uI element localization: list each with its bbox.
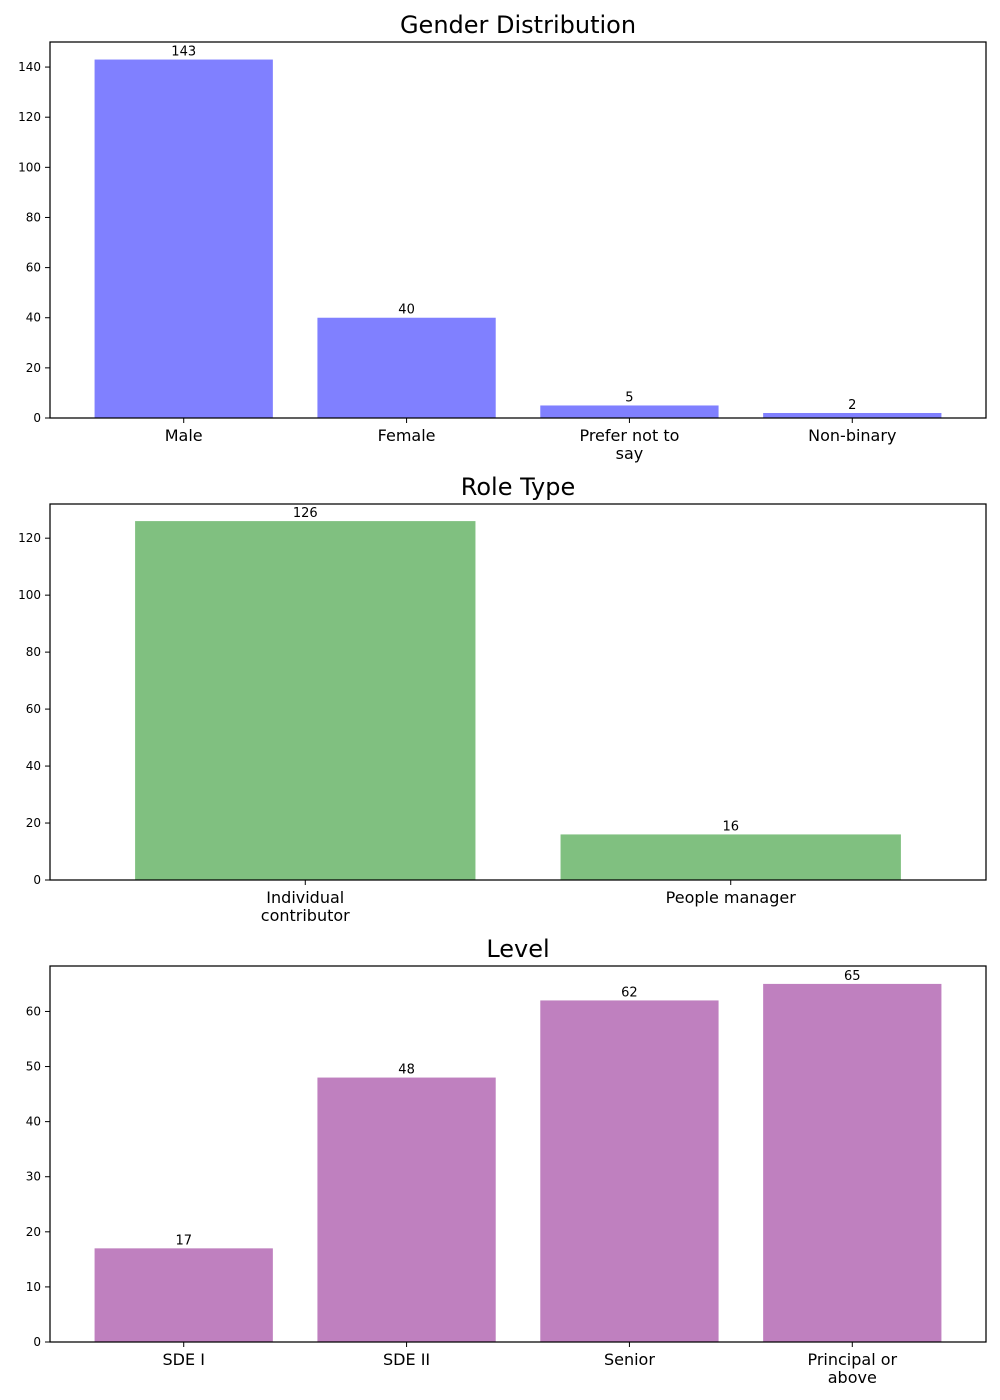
ytick-label: 0 <box>33 873 41 887</box>
ytick-label: 80 <box>26 645 41 659</box>
xtick-label: SDE I <box>163 1350 205 1369</box>
ytick-label: 20 <box>26 816 41 830</box>
xtick-label-line: Prefer not to <box>579 426 679 445</box>
ytick-label: 0 <box>33 1335 41 1349</box>
ytick-label: 60 <box>26 702 41 716</box>
ytick-label: 60 <box>26 1004 41 1018</box>
xtick-label-line: above <box>828 1368 877 1387</box>
xtick-label-line: Principal or <box>807 1350 897 1369</box>
ytick-label: 120 <box>18 531 41 545</box>
xtick-label: Senior <box>604 1350 655 1369</box>
ytick-label: 60 <box>26 261 41 275</box>
ytick-label: 0 <box>33 411 41 425</box>
ytick-label: 80 <box>26 210 41 224</box>
xtick-label-line: Individual <box>266 888 344 907</box>
bar-sde-ii <box>317 1077 496 1342</box>
ytick-label: 100 <box>18 588 41 602</box>
ytick-label: 30 <box>26 1170 41 1184</box>
xtick-label-line: Non-binary <box>808 426 896 445</box>
data-label: 17 <box>175 1233 192 1248</box>
data-label: 40 <box>398 303 415 318</box>
chart-title: Gender Distribution <box>400 11 636 39</box>
xtick-label-line: SDE I <box>163 1350 205 1369</box>
bar-sde-i <box>94 1248 273 1342</box>
ytick-label: 20 <box>26 1225 41 1239</box>
ytick-label: 40 <box>26 759 41 773</box>
xtick-label: Female <box>378 426 436 445</box>
ytick-label: 100 <box>18 160 41 174</box>
ytick-label: 140 <box>18 60 41 74</box>
bar-principal-or-above <box>763 983 942 1342</box>
bar-female <box>317 317 496 418</box>
xtick-label-line: People manager <box>666 888 797 907</box>
bar-male <box>94 59 273 419</box>
ytick-label: 50 <box>26 1060 41 1074</box>
ytick-label: 40 <box>26 1115 41 1129</box>
xtick-label: Male <box>165 426 203 445</box>
xtick-label: People manager <box>666 888 797 907</box>
axes-frame <box>49 41 987 419</box>
xtick-label-line: contributor <box>261 906 350 925</box>
xtick-label: Prefer not to say <box>579 426 679 463</box>
ytick-label: 20 <box>26 361 41 375</box>
bar-people-manager <box>560 834 901 880</box>
data-label: 2 <box>848 398 856 413</box>
chart-3: Level 17 48 62 65 0 10 20 30 40 50 60 SDE I SDE II Sen… <box>26 935 987 1387</box>
axes-frame <box>49 503 987 881</box>
data-label: 62 <box>621 985 638 1000</box>
xtick-label-line: Senior <box>604 1350 655 1369</box>
data-label: 126 <box>293 506 318 521</box>
data-label: 5 <box>625 390 633 405</box>
axes-frame <box>49 965 987 1343</box>
ytick-label: 40 <box>26 311 41 325</box>
xtick-label: SDE II <box>383 1350 430 1369</box>
xtick-label-line: Female <box>378 426 436 445</box>
chart-title: Level <box>486 935 549 963</box>
chart-2: Role Type 126 16 0 20 40 60 80 100 120 Individual c… <box>18 473 987 925</box>
xtick-label-line: SDE II <box>383 1350 430 1369</box>
bar-senior <box>540 1000 719 1342</box>
bar-non-binary <box>763 412 942 418</box>
xtick-label-line: say <box>616 444 644 463</box>
data-label: 48 <box>398 1063 415 1078</box>
xtick-label: Individual contributor <box>261 888 350 925</box>
bar-individual-contributor <box>135 521 476 880</box>
xtick-label: Principal or above <box>807 1350 897 1387</box>
bar-prefer-not-to-say <box>540 405 719 418</box>
xtick-label: Non-binary <box>808 426 896 445</box>
ytick-label: 10 <box>26 1280 41 1294</box>
xtick-label-line: Male <box>165 426 203 445</box>
data-label: 16 <box>722 819 739 834</box>
chart-title: Role Type <box>461 473 575 501</box>
data-label: 65 <box>844 969 861 984</box>
data-label: 143 <box>171 45 196 60</box>
chart-1: Gender Distribution143405202040608010012… <box>18 11 987 463</box>
ytick-label: 120 <box>18 110 41 124</box>
